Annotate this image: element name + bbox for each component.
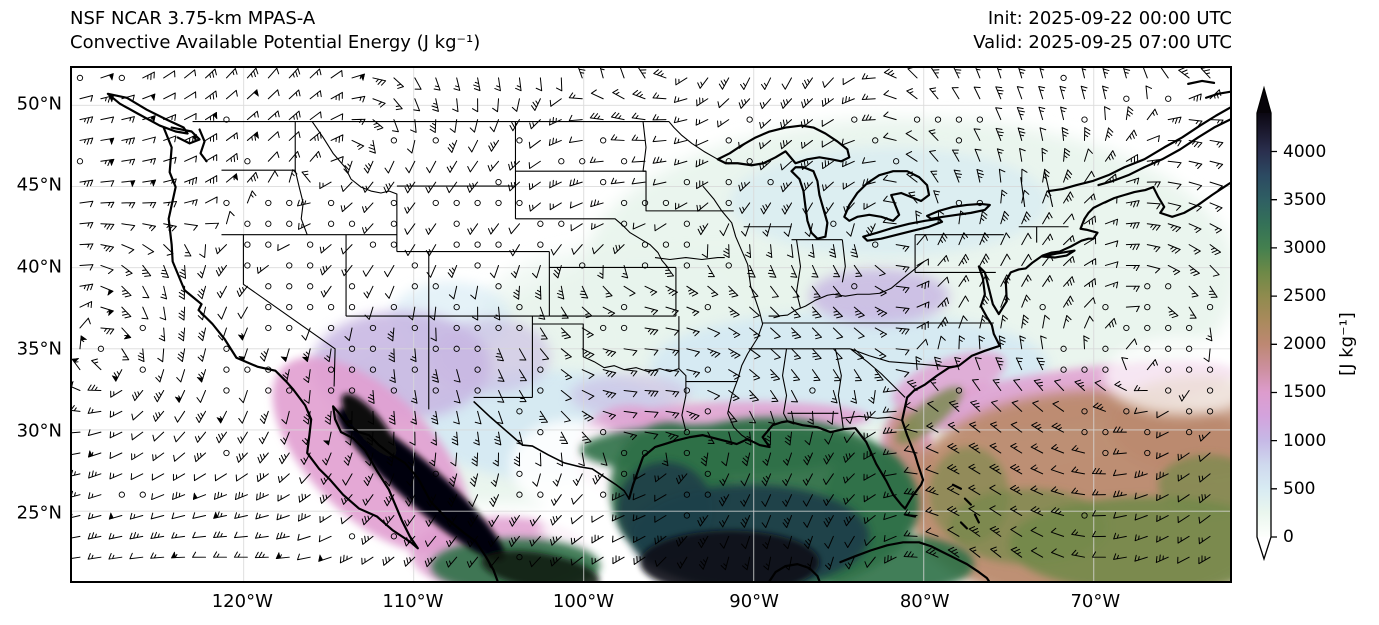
init-time-label: Init: 2025-09-22 00:00 UTC	[987, 8, 1232, 29]
lon-tick-label: 120°W	[211, 591, 273, 612]
colorbar-tick-label: 500	[1283, 478, 1316, 499]
colorbar-tick-label: 4000	[1283, 141, 1327, 162]
variable-title: Convective Available Potential Energy (J…	[70, 32, 481, 53]
model-title: NSF NCAR 3.75-km MPAS-A	[70, 8, 316, 29]
lat-tick-label: 30°N	[16, 420, 62, 442]
lat-tick-label: 45°N	[16, 174, 62, 196]
lon-tick-label: 70°W	[1070, 591, 1121, 612]
lon-tick-label: 90°W	[729, 591, 779, 612]
colorbar-unit-label: [J kg⁻¹]	[1336, 312, 1358, 376]
lat-tick-label: 25°N	[16, 502, 62, 524]
colorbar-tick-label: 1500	[1283, 382, 1327, 403]
lat-tick-label: 40°N	[16, 256, 62, 278]
wind-barbs	[72, 68, 1224, 571]
rio-grande-border	[473, 400, 630, 500]
cape-map	[72, 68, 1230, 581]
colorbar	[1256, 85, 1277, 562]
colorbar-tick-label: 3500	[1283, 189, 1327, 210]
colorbar-tick-label: 2000	[1283, 334, 1327, 355]
colorbar-tick-label: 1000	[1283, 430, 1327, 451]
colorbar-tick-label: 0	[1283, 527, 1294, 547]
map-plot-area	[70, 66, 1232, 583]
colorbar-tick-label: 2500	[1283, 286, 1327, 307]
lon-tick-label: 80°W	[899, 591, 950, 612]
state-borders	[192, 121, 1069, 440]
lon-tick-label: 100°W	[552, 591, 615, 612]
lat-tick-label: 50°N	[16, 93, 62, 115]
valid-time-label: Valid: 2025-09-25 07:00 UTC	[973, 32, 1232, 53]
colorbar-tick-label: 3000	[1283, 237, 1327, 258]
lat-tick-label: 35°N	[16, 338, 62, 360]
lon-tick-label: 110°W	[382, 591, 444, 612]
